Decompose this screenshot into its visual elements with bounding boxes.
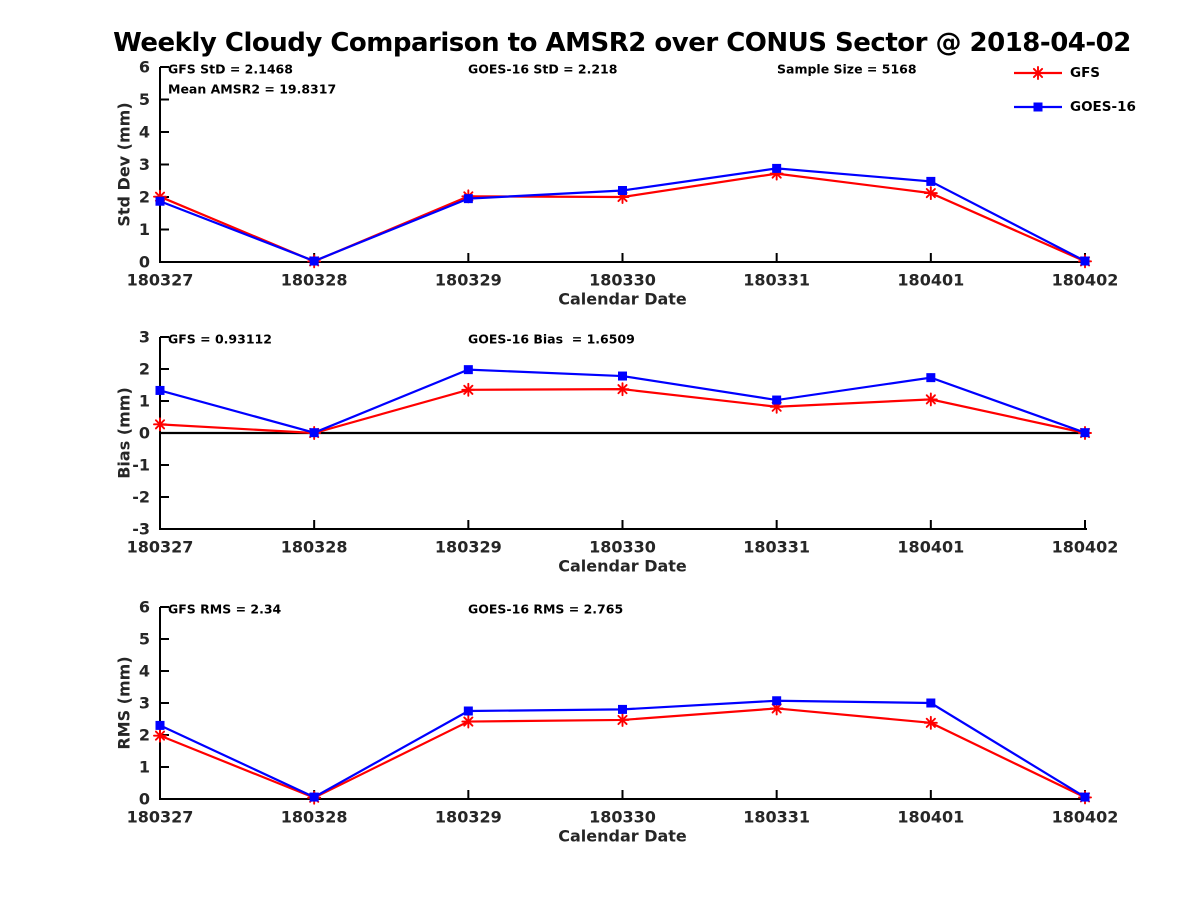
annotation-std-dev-1: Mean AMSR2 = 19.8317 [168,82,336,97]
asterisk-marker-gfs [615,713,630,727]
square-marker-goes-16 [309,428,319,438]
y-tick-label: -3 [132,520,150,539]
figure-title: Weekly Cloudy Comparison to AMSR2 over C… [113,28,1131,58]
annotation-bias-1: GOES-16 Bias = 1.6509 [468,332,635,347]
square-marker-goes-16 [772,395,782,405]
legend-label-goes-16: GOES-16 [1070,99,1136,115]
y-tick-label: -1 [132,456,150,475]
y-tick-label: 2 [139,726,150,745]
x-axis-label: Calendar Date [558,290,687,309]
x-tick-label: 180401 [897,808,964,827]
x-tick-label: 180327 [127,271,194,290]
y-tick-label: 1 [139,392,150,411]
y-tick-label: 1 [139,220,150,239]
annotation-bias-0: GFS = 0.93112 [168,332,272,347]
square-marker-goes-16 [618,704,627,714]
y-tick-label: 2 [139,188,150,207]
x-tick-label: 180402 [1052,538,1119,557]
square-marker-goes-16 [463,194,473,204]
y-tick-label: -2 [132,488,150,507]
y-tick-label: 0 [139,424,150,443]
asterisk-marker-gfs [461,382,476,397]
square-marker-goes-16 [155,196,165,206]
square-marker-goes-16 [309,792,319,802]
legend: GFS GOES-16 [1014,65,1136,115]
asterisk-marker-gfs [923,715,938,730]
x-tick-label: 180327 [127,538,194,557]
annotation-std-dev-0: GFS StD = 2.1468 [168,62,293,77]
y-tick-label: 5 [139,630,150,649]
asterisk-marker-legend-gfs [1031,66,1045,80]
annotation-rms-0: GFS RMS = 2.34 [168,602,282,617]
x-tick-label: 180327 [127,808,194,827]
y-tick-label: 6 [139,58,150,77]
y-tick-label: 3 [139,694,150,713]
series-line-goes-16 [159,167,1086,263]
x-tick-label: 180329 [435,538,502,557]
x-tick-label: 180331 [743,538,810,557]
square-marker-goes-16 [926,176,936,186]
x-tick-label: 180401 [897,538,964,557]
square-marker-goes-16 [1080,792,1090,802]
asterisk-marker-gfs [923,186,938,201]
y-tick-label: 5 [139,90,150,109]
y-tick-label: 3 [139,155,150,174]
x-tick-label: 180328 [281,538,348,557]
asterisk-marker-gfs [461,714,476,729]
x-tick-label: 180331 [743,271,810,290]
y-tick-label: 2 [139,360,150,379]
subplot-rms: 0 1 2 3 4 5 6 180327 180328 180329 180330 180331 180… [115,598,1119,846]
asterisk-marker-gfs [153,417,167,432]
x-tick-label: 180329 [435,271,502,290]
square-marker-goes-16 [155,385,165,395]
square-marker-goes-16 [463,706,473,716]
x-tick-label: 180328 [281,808,348,827]
y-axis-label: Std Dev (mm) [115,102,134,226]
square-marker-goes-16 [309,256,319,266]
y-axis-label: Bias (mm) [115,387,134,479]
square-marker-goes-16 [618,371,627,381]
asterisk-marker-gfs [923,392,938,407]
square-marker-goes-16 [1080,428,1090,438]
y-tick-label: 0 [139,253,150,272]
square-marker-legend-goes-16 [1033,102,1043,112]
x-tick-label: 180402 [1052,808,1119,827]
x-tick-label: 180330 [589,271,656,290]
square-marker-goes-16 [772,696,782,706]
square-marker-goes-16 [772,163,782,173]
x-tick-label: 180330 [589,808,656,827]
y-tick-label: 0 [139,790,150,809]
square-marker-goes-16 [926,373,936,383]
square-marker-goes-16 [618,186,627,195]
square-marker-goes-16 [1080,256,1090,266]
subplot-std-dev: 0 1 2 3 4 5 6 180327 180328 180329 180330 180331 180… [115,58,1119,309]
square-marker-goes-16 [926,698,936,708]
x-tick-label: 180331 [743,808,810,827]
legend-label-gfs: GFS [1070,65,1100,81]
y-tick-label: 4 [139,662,150,681]
y-tick-label: 4 [139,123,150,142]
y-tick-label: 3 [139,328,150,347]
subplot-bias: -3 -2 -1 0 1 2 3 180327 180328 180329 180330 180331… [115,328,1119,576]
x-tick-label: 180328 [281,271,348,290]
x-tick-label: 180402 [1052,271,1119,290]
x-tick-label: 180330 [589,538,656,557]
x-tick-label: 180329 [435,808,502,827]
annotation-std-dev-2: GOES-16 StD = 2.218 [468,62,617,77]
asterisk-marker-gfs [615,382,630,397]
annotation-rms-1: GOES-16 RMS = 2.765 [468,602,623,617]
asterisk-marker-gfs [153,728,167,743]
annotation-std-dev-3: Sample Size = 5168 [777,62,917,77]
x-tick-label: 180401 [897,271,964,290]
y-axis-label: RMS (mm) [115,656,134,749]
y-tick-label: 1 [139,758,150,777]
square-marker-goes-16 [155,720,165,730]
y-tick-label: 6 [139,598,150,617]
x-axis-label: Calendar Date [558,557,687,576]
square-marker-goes-16 [463,365,473,375]
x-axis-label: Calendar Date [558,827,687,846]
